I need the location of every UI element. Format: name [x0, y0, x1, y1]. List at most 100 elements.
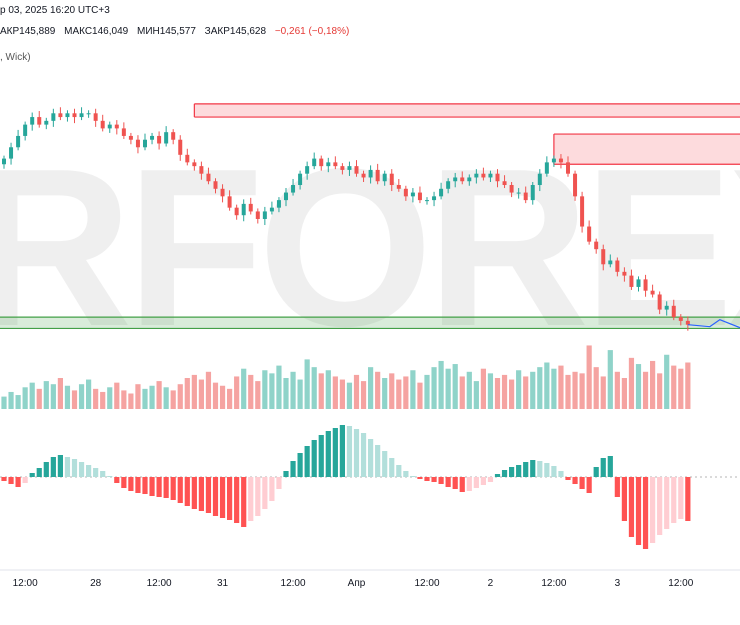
candle-body — [685, 320, 690, 325]
histogram-bar — [621, 477, 627, 521]
candle-body — [460, 177, 465, 182]
histogram-bar — [671, 477, 677, 523]
volume-bar — [593, 367, 599, 409]
candle-body — [622, 271, 627, 276]
volume-bar — [241, 368, 247, 409]
candle-body — [312, 158, 317, 167]
volume-bar — [177, 384, 183, 409]
volume-bar — [43, 381, 49, 409]
candle-body — [382, 173, 387, 182]
histogram-bar — [318, 435, 324, 477]
volume-bar — [530, 371, 536, 409]
candle-body — [213, 181, 218, 189]
candle-body — [65, 113, 70, 118]
candle-body — [580, 196, 585, 227]
volume-bar — [290, 371, 296, 409]
candle-body — [354, 166, 359, 174]
volume-bar — [424, 374, 430, 409]
histogram-bar — [339, 425, 345, 477]
candle-body — [107, 124, 112, 129]
volume-bar — [607, 350, 613, 409]
candle-body — [495, 173, 500, 182]
histogram-bar — [191, 477, 197, 509]
candle-body — [192, 162, 197, 167]
candle-body — [185, 154, 190, 163]
volume-bar — [86, 379, 92, 409]
candle-body — [347, 166, 352, 170]
volume-bar — [297, 379, 303, 409]
candle-body — [361, 173, 366, 178]
histogram-bar — [290, 461, 296, 477]
volume-bar — [664, 354, 670, 409]
histogram-bar — [248, 477, 254, 521]
candle-body — [389, 173, 394, 186]
candle-body — [615, 260, 620, 272]
candle-body — [227, 196, 232, 208]
candle-body — [636, 279, 641, 287]
time-tick-label: 28 — [90, 578, 102, 589]
histogram-bar — [565, 477, 571, 480]
volume-bar — [466, 371, 472, 409]
volume-bar — [304, 359, 310, 409]
histogram-bar — [255, 477, 261, 516]
histogram-bar — [64, 457, 71, 477]
candle-body — [594, 241, 599, 250]
histogram-bar — [149, 477, 155, 496]
histogram-bar — [78, 462, 85, 477]
histogram-bar — [163, 477, 169, 498]
volume-bar — [1, 396, 7, 409]
time-tick-label: 12:00 — [668, 578, 693, 589]
histogram-bar — [71, 459, 78, 477]
candle-body — [291, 185, 296, 193]
volume-bar — [459, 376, 465, 409]
volume-bar — [403, 376, 409, 409]
histogram-bar — [121, 477, 127, 488]
histogram-bar — [664, 477, 670, 529]
candle-body — [72, 113, 77, 118]
time-tick-label: 12:00 — [414, 578, 439, 589]
volume-bar — [234, 376, 240, 409]
histogram-bar — [219, 477, 226, 518]
volume-bar — [15, 395, 21, 409]
volume-bar — [509, 379, 515, 409]
histogram-bar — [487, 477, 494, 482]
candle-body — [650, 290, 655, 295]
volume-bar — [621, 378, 627, 409]
candle-body — [93, 113, 98, 121]
histogram-bar — [509, 467, 515, 477]
histogram-bar — [353, 429, 360, 477]
histogram-bar — [685, 477, 691, 521]
candle-body — [143, 139, 147, 148]
candle-body — [516, 192, 521, 194]
volume-bar — [78, 384, 85, 409]
volume-bar — [572, 371, 578, 409]
volume-bar — [346, 382, 353, 409]
histogram-bar — [1, 477, 7, 481]
candle-body — [121, 128, 126, 136]
histogram-bar — [530, 460, 536, 477]
candle-body — [573, 173, 578, 197]
support-zone — [0, 317, 740, 329]
histogram-bar — [544, 463, 550, 477]
histogram-bar — [424, 477, 430, 481]
volume-bar — [311, 367, 317, 409]
histogram-bar — [657, 477, 663, 535]
time-tick-label: 3 — [615, 578, 621, 589]
volume-bar — [544, 362, 550, 409]
histogram-bar — [523, 462, 529, 477]
candle-body — [432, 196, 437, 201]
time-axis: 12:00 28 12:00 31 12:00 Апр 12:00 2 12:00 3 12:00 — [0, 569, 740, 589]
time-tick-label: 12:00 — [13, 578, 38, 589]
volume-bar — [205, 371, 212, 409]
candle-body — [608, 260, 613, 265]
candle-body — [114, 124, 119, 129]
volume-bar — [269, 373, 275, 409]
volume-bar — [614, 371, 620, 409]
ohlc-close: ЗАКР145,628 — [204, 26, 267, 37]
candle-body — [417, 192, 422, 201]
histogram-bar — [304, 446, 310, 477]
time-tick-label: 12:00 — [281, 578, 306, 589]
volume-bar — [417, 382, 423, 409]
